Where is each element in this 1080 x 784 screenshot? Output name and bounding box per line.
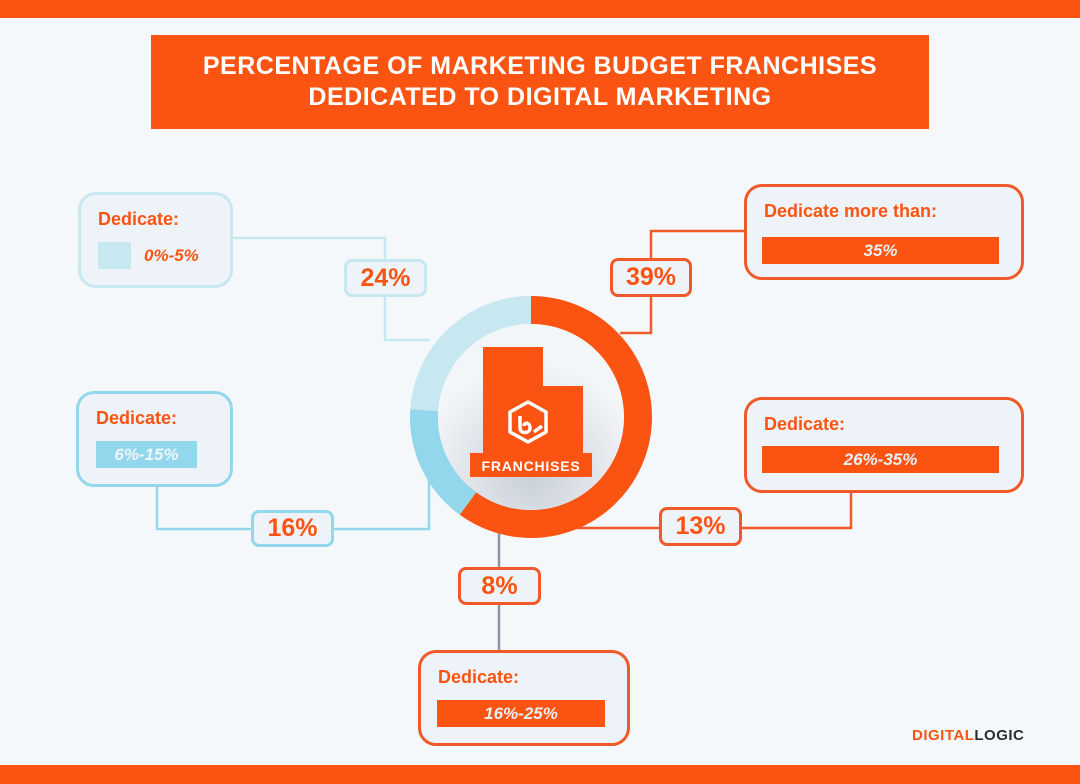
- percent-badge-6-15: 16%: [251, 510, 334, 547]
- card-26-35: Dedicate: 26%-35%: [744, 397, 1024, 493]
- brand-part-2: LOGIC: [974, 727, 1025, 744]
- range-value: 16%-25%: [437, 700, 605, 727]
- card-more-than-35: Dedicate more than: 35%: [744, 184, 1024, 280]
- card-label: Dedicate:: [98, 209, 180, 229]
- percent-badge-16-25: 8%: [458, 567, 541, 605]
- card-6-15: Dedicate: 6%-15%: [76, 391, 233, 487]
- percent-badge-more-than-35: 39%: [610, 258, 692, 297]
- card-label: Dedicate:: [764, 414, 846, 434]
- card-0-5: Dedicate: 0%-5%: [78, 192, 233, 288]
- hexagon-logo-icon: [508, 400, 548, 444]
- range-value: 35%: [762, 237, 999, 264]
- brand-part-1: DIGITAL: [912, 727, 975, 744]
- center-label: FRANCHISES: [481, 458, 581, 474]
- brand-logo: DIGITALLOGIC: [912, 727, 1024, 744]
- range-value: 6%-15%: [96, 441, 197, 468]
- card-16-25: Dedicate: 16%-25%: [418, 650, 630, 746]
- title-line-1: PERCENTAGE OF MARKETING BUDGET FRANCHISE…: [202, 52, 878, 80]
- color-swatch: [98, 242, 131, 269]
- percent-badge-26-35: 13%: [659, 507, 742, 546]
- card-label: Dedicate more than:: [764, 201, 938, 221]
- top-accent-bar: [0, 0, 1080, 18]
- range-value: 0%-5%: [144, 246, 199, 265]
- donut-segment-0-5: [410, 296, 652, 538]
- percent-badge-0-5: 24%: [344, 259, 427, 297]
- title-line-2: DEDICATED TO DIGITAL MARKETING: [308, 83, 772, 111]
- card-label: Dedicate:: [96, 408, 178, 428]
- bottom-accent-bar: [0, 765, 1080, 784]
- donut-segment-6-15: [410, 296, 652, 538]
- range-value: 26%-35%: [762, 446, 999, 473]
- donut-chart: [410, 296, 652, 538]
- card-label: Dedicate:: [438, 667, 520, 687]
- chart-title: PERCENTAGE OF MARKETING BUDGET FRANCHISE…: [151, 35, 929, 129]
- franchise-building-icon: [470, 347, 592, 477]
